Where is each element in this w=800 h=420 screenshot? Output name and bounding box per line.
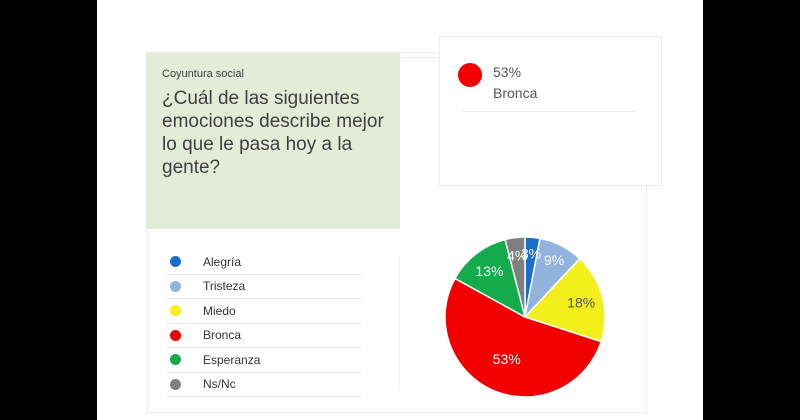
legend-item[interactable]: Tristeza — [166, 275, 362, 299]
legend-item[interactable]: Ns/Nc — [166, 373, 362, 397]
chart-tooltip: 53% Bronca — [439, 36, 662, 186]
question-panel: Coyuntura social ¿Cuál de las siguientes… — [146, 52, 400, 229]
legend-item[interactable]: Esperanza — [166, 348, 362, 373]
tooltip-color-dot — [458, 63, 482, 87]
pie-data-label: 53% — [493, 351, 521, 367]
legend-label: Tristeza — [203, 279, 246, 294]
legend-item[interactable]: Miedo — [166, 299, 362, 324]
question-text: ¿Cuál de las siguientes emociones descri… — [162, 88, 384, 178]
legend-label: Ns/Nc — [203, 377, 236, 392]
legend-item[interactable]: Bronca — [166, 324, 362, 348]
pie-data-label: 13% — [475, 263, 503, 279]
pie-data-label: 4% — [507, 247, 527, 263]
pie-data-label: 9% — [544, 252, 564, 268]
pie-data-label: 18% — [567, 295, 595, 311]
question-kicker: Coyuntura social — [162, 68, 244, 80]
pie-slice[interactable] — [453, 238, 527, 319]
legend-color-dot — [170, 256, 181, 268]
legend-color-dot — [170, 305, 181, 317]
tooltip-value: 53% — [493, 64, 522, 80]
legend-item[interactable]: Alegría — [166, 250, 362, 275]
pie-slice[interactable] — [504, 236, 526, 318]
pie-data-label: 3% — [521, 245, 541, 261]
legend-color-dot — [170, 354, 181, 366]
pie-slice[interactable] — [444, 277, 603, 398]
pie-chart: 3% 9% 18% 53% 13%4% — [444, 236, 606, 398]
chart-legend: Alegría Tristeza Miedo Bronca Esperanza Ns/Nc — [166, 250, 362, 397]
tooltip-label: Bronca — [493, 85, 538, 101]
legend-label: Bronca — [203, 328, 242, 343]
legend-divider — [399, 255, 400, 387]
tooltip-divider — [462, 111, 636, 112]
pie-slice[interactable] — [523, 257, 606, 343]
legend-color-dot — [170, 378, 181, 390]
tooltip-connector-line — [399, 57, 439, 58]
legend-label: Esperanza — [203, 352, 261, 367]
legend-label: Alegría — [203, 254, 242, 269]
legend-color-dot — [170, 280, 181, 292]
legend-color-dot — [170, 329, 181, 341]
legend-label: Miedo — [203, 303, 236, 318]
